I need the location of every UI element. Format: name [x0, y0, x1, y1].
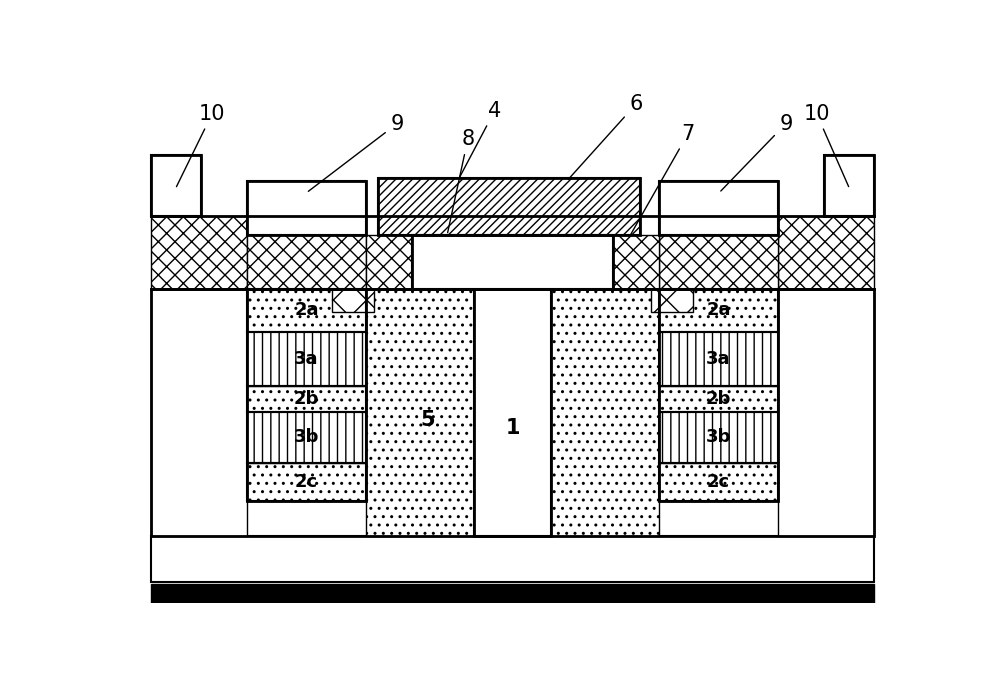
- Bar: [151, 290, 874, 536]
- Bar: [824, 155, 874, 216]
- Bar: [412, 235, 613, 290]
- Bar: [659, 332, 778, 386]
- Bar: [247, 412, 366, 462]
- Text: 2b: 2b: [294, 390, 319, 408]
- Bar: [247, 290, 366, 501]
- Bar: [247, 182, 366, 235]
- Text: 3b: 3b: [706, 428, 731, 447]
- Text: 2a: 2a: [706, 302, 731, 319]
- Bar: [378, 178, 640, 235]
- Bar: [659, 182, 778, 235]
- Bar: [151, 536, 874, 582]
- Text: 10: 10: [176, 104, 225, 186]
- Bar: [659, 182, 778, 235]
- Text: 5: 5: [420, 410, 435, 430]
- Bar: [659, 290, 778, 332]
- Text: 2b: 2b: [706, 390, 731, 408]
- Bar: [247, 182, 366, 235]
- Text: 8: 8: [448, 129, 474, 233]
- Text: 4: 4: [460, 100, 501, 177]
- Text: 3a: 3a: [294, 350, 319, 367]
- Bar: [247, 386, 366, 412]
- Text: 7: 7: [629, 123, 695, 237]
- Bar: [151, 290, 247, 536]
- Bar: [247, 332, 366, 386]
- Bar: [659, 332, 778, 386]
- Bar: [366, 290, 659, 536]
- Bar: [778, 216, 874, 290]
- Bar: [659, 462, 778, 501]
- Bar: [824, 155, 874, 216]
- Bar: [659, 462, 778, 501]
- Bar: [659, 412, 778, 462]
- Text: 2c: 2c: [295, 473, 318, 491]
- Bar: [778, 290, 874, 536]
- Bar: [474, 290, 551, 536]
- Bar: [613, 235, 659, 290]
- Bar: [366, 235, 412, 290]
- Bar: [332, 290, 374, 313]
- Bar: [247, 332, 366, 386]
- Bar: [247, 462, 366, 501]
- Bar: [659, 290, 778, 332]
- Bar: [378, 178, 640, 235]
- Bar: [659, 386, 778, 412]
- Text: 6: 6: [568, 94, 642, 180]
- Bar: [412, 235, 613, 290]
- Text: 2c: 2c: [707, 473, 730, 491]
- Bar: [659, 216, 778, 290]
- Bar: [151, 155, 201, 216]
- Text: 9: 9: [308, 114, 404, 191]
- Bar: [247, 462, 366, 501]
- Text: 9: 9: [721, 114, 793, 191]
- Text: 2a: 2a: [294, 302, 319, 319]
- Bar: [247, 290, 366, 332]
- Bar: [474, 290, 551, 536]
- Text: 3a: 3a: [706, 350, 731, 367]
- Text: 3b: 3b: [294, 428, 319, 447]
- Bar: [659, 290, 778, 501]
- Bar: [659, 412, 778, 462]
- Bar: [247, 290, 366, 332]
- Bar: [151, 155, 201, 216]
- Text: 10: 10: [803, 104, 849, 186]
- Bar: [247, 412, 366, 462]
- Bar: [247, 216, 366, 290]
- Bar: [151, 216, 247, 290]
- Bar: [247, 386, 366, 412]
- Bar: [659, 386, 778, 412]
- Bar: [651, 290, 693, 313]
- Bar: [151, 584, 874, 603]
- Text: 1: 1: [505, 418, 520, 438]
